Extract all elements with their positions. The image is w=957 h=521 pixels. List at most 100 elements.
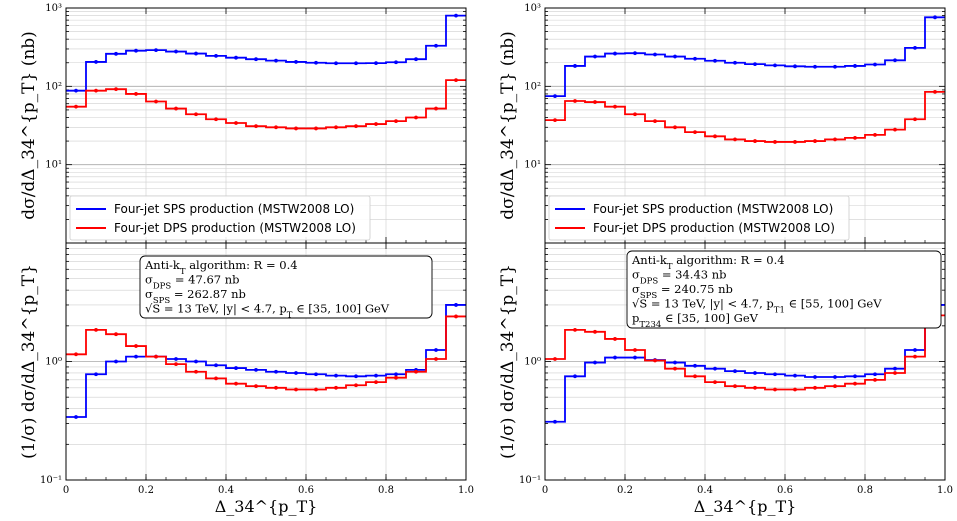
data-point — [633, 355, 637, 360]
legend: Four-jet SPS production (MSTW2008 LO) Fou… — [69, 195, 371, 241]
data-point — [673, 360, 677, 365]
data-point — [713, 134, 717, 139]
data-point — [254, 124, 258, 129]
x-axis-label: Δ_34^{p_T} — [694, 497, 797, 516]
data-point — [693, 374, 697, 379]
data-point — [713, 58, 717, 63]
data-point — [354, 374, 358, 379]
data-point — [254, 384, 258, 389]
data-point — [94, 372, 98, 377]
data-point — [733, 60, 737, 65]
data-point — [434, 357, 438, 361]
data-point — [394, 375, 398, 380]
left-chart: 10³ 10² 10¹ dσ/dΔ_34^{p_T} (nb) Four-jet SPS… — [19, 3, 474, 516]
data-point — [573, 64, 577, 68]
data-point — [633, 112, 637, 117]
annotation-line: Anti-kT algorithm: R = 0.4 — [631, 253, 785, 272]
data-point — [314, 387, 318, 392]
data-point — [74, 104, 78, 109]
y-tick-label: 10¹ — [45, 160, 62, 171]
y-tick-label: 10² — [45, 81, 62, 92]
x-tick-label: 0.4 — [697, 485, 713, 496]
y-tick-label: 10⁰ — [45, 357, 62, 368]
data-point — [673, 125, 677, 130]
data-point — [633, 51, 637, 56]
legend-box — [69, 195, 371, 241]
series-line-dps — [545, 90, 945, 143]
x-tick-label: 0.2 — [617, 485, 633, 496]
x-tick-label: 0 — [63, 485, 69, 496]
data-point — [893, 127, 897, 132]
data-point — [114, 359, 118, 364]
y-tick-label: 10⁻¹ — [40, 475, 62, 486]
data-point — [254, 367, 258, 372]
legend-label: Four-jet SPS production (MSTW2008 LO) — [114, 202, 354, 216]
data-point — [913, 45, 917, 50]
data-point — [613, 337, 617, 341]
y-tick-label: 10² — [524, 81, 541, 92]
data-point — [913, 354, 917, 359]
x-tick-label: 0.8 — [378, 485, 394, 496]
bottom-panel: 10⁰ 10⁻¹ (1/σ) dσ/dΔ_34^{p_T} Anti-kT algor… — [19, 242, 467, 486]
data-point — [853, 374, 857, 379]
x-tick-label: 0.2 — [138, 485, 154, 496]
data-point — [194, 359, 198, 364]
data-point — [673, 54, 677, 59]
data-point — [573, 327, 577, 332]
legend-label: Four-jet SPS production (MSTW2008 LO) — [593, 202, 833, 216]
annotation-line: σDPS = 34.43 nb — [632, 268, 727, 287]
series-line-sps — [66, 304, 466, 418]
data-point — [893, 366, 897, 371]
legend-box — [548, 195, 850, 241]
bottom-panel: 10⁰ 10⁻¹ (1/σ) dσ/dΔ_34^{p_T} Anti-kT algor… — [498, 242, 946, 486]
data-point — [294, 126, 298, 131]
data-point — [733, 384, 737, 389]
data-point — [374, 380, 378, 385]
y-tick-label: 10⁰ — [524, 357, 541, 368]
data-point — [274, 385, 278, 390]
legend: Four-jet SPS production (MSTW2008 LO) Fou… — [548, 195, 850, 241]
y-axis-label-bottom: (1/σ) dσ/dΔ_34^{p_T} — [498, 264, 518, 459]
data-point — [314, 126, 318, 131]
data-point — [813, 375, 817, 379]
data-point — [314, 372, 318, 377]
data-point — [274, 369, 278, 374]
data-point — [733, 137, 737, 142]
data-point — [933, 89, 937, 94]
data-point — [174, 362, 178, 367]
x-tick-label: 1.0 — [937, 485, 953, 496]
x-tick-label: 0.6 — [777, 485, 793, 496]
data-point — [394, 119, 398, 123]
data-point — [833, 137, 837, 142]
data-point — [394, 60, 398, 65]
data-point — [154, 354, 158, 359]
data-point — [713, 380, 717, 385]
data-point — [354, 61, 358, 66]
data-point — [314, 60, 318, 65]
data-point — [853, 64, 857, 68]
data-point — [454, 78, 458, 83]
data-point — [933, 15, 937, 20]
data-point — [454, 303, 458, 307]
data-point — [114, 332, 118, 337]
data-point — [813, 385, 817, 390]
data-point — [893, 58, 897, 63]
series-line-sps — [545, 304, 945, 423]
data-point — [813, 139, 817, 143]
data-point — [334, 61, 338, 66]
data-point — [633, 348, 637, 352]
data-point — [214, 53, 218, 58]
annotation-line: σSPS = 262.87 nb — [145, 287, 246, 306]
data-point — [793, 64, 797, 69]
data-point — [553, 357, 557, 361]
data-point — [134, 48, 138, 53]
data-point — [653, 52, 657, 57]
data-point — [893, 371, 897, 375]
x-tick-label: 0.4 — [218, 485, 234, 496]
data-point — [693, 363, 697, 368]
data-point — [793, 140, 797, 144]
data-point — [713, 366, 717, 371]
